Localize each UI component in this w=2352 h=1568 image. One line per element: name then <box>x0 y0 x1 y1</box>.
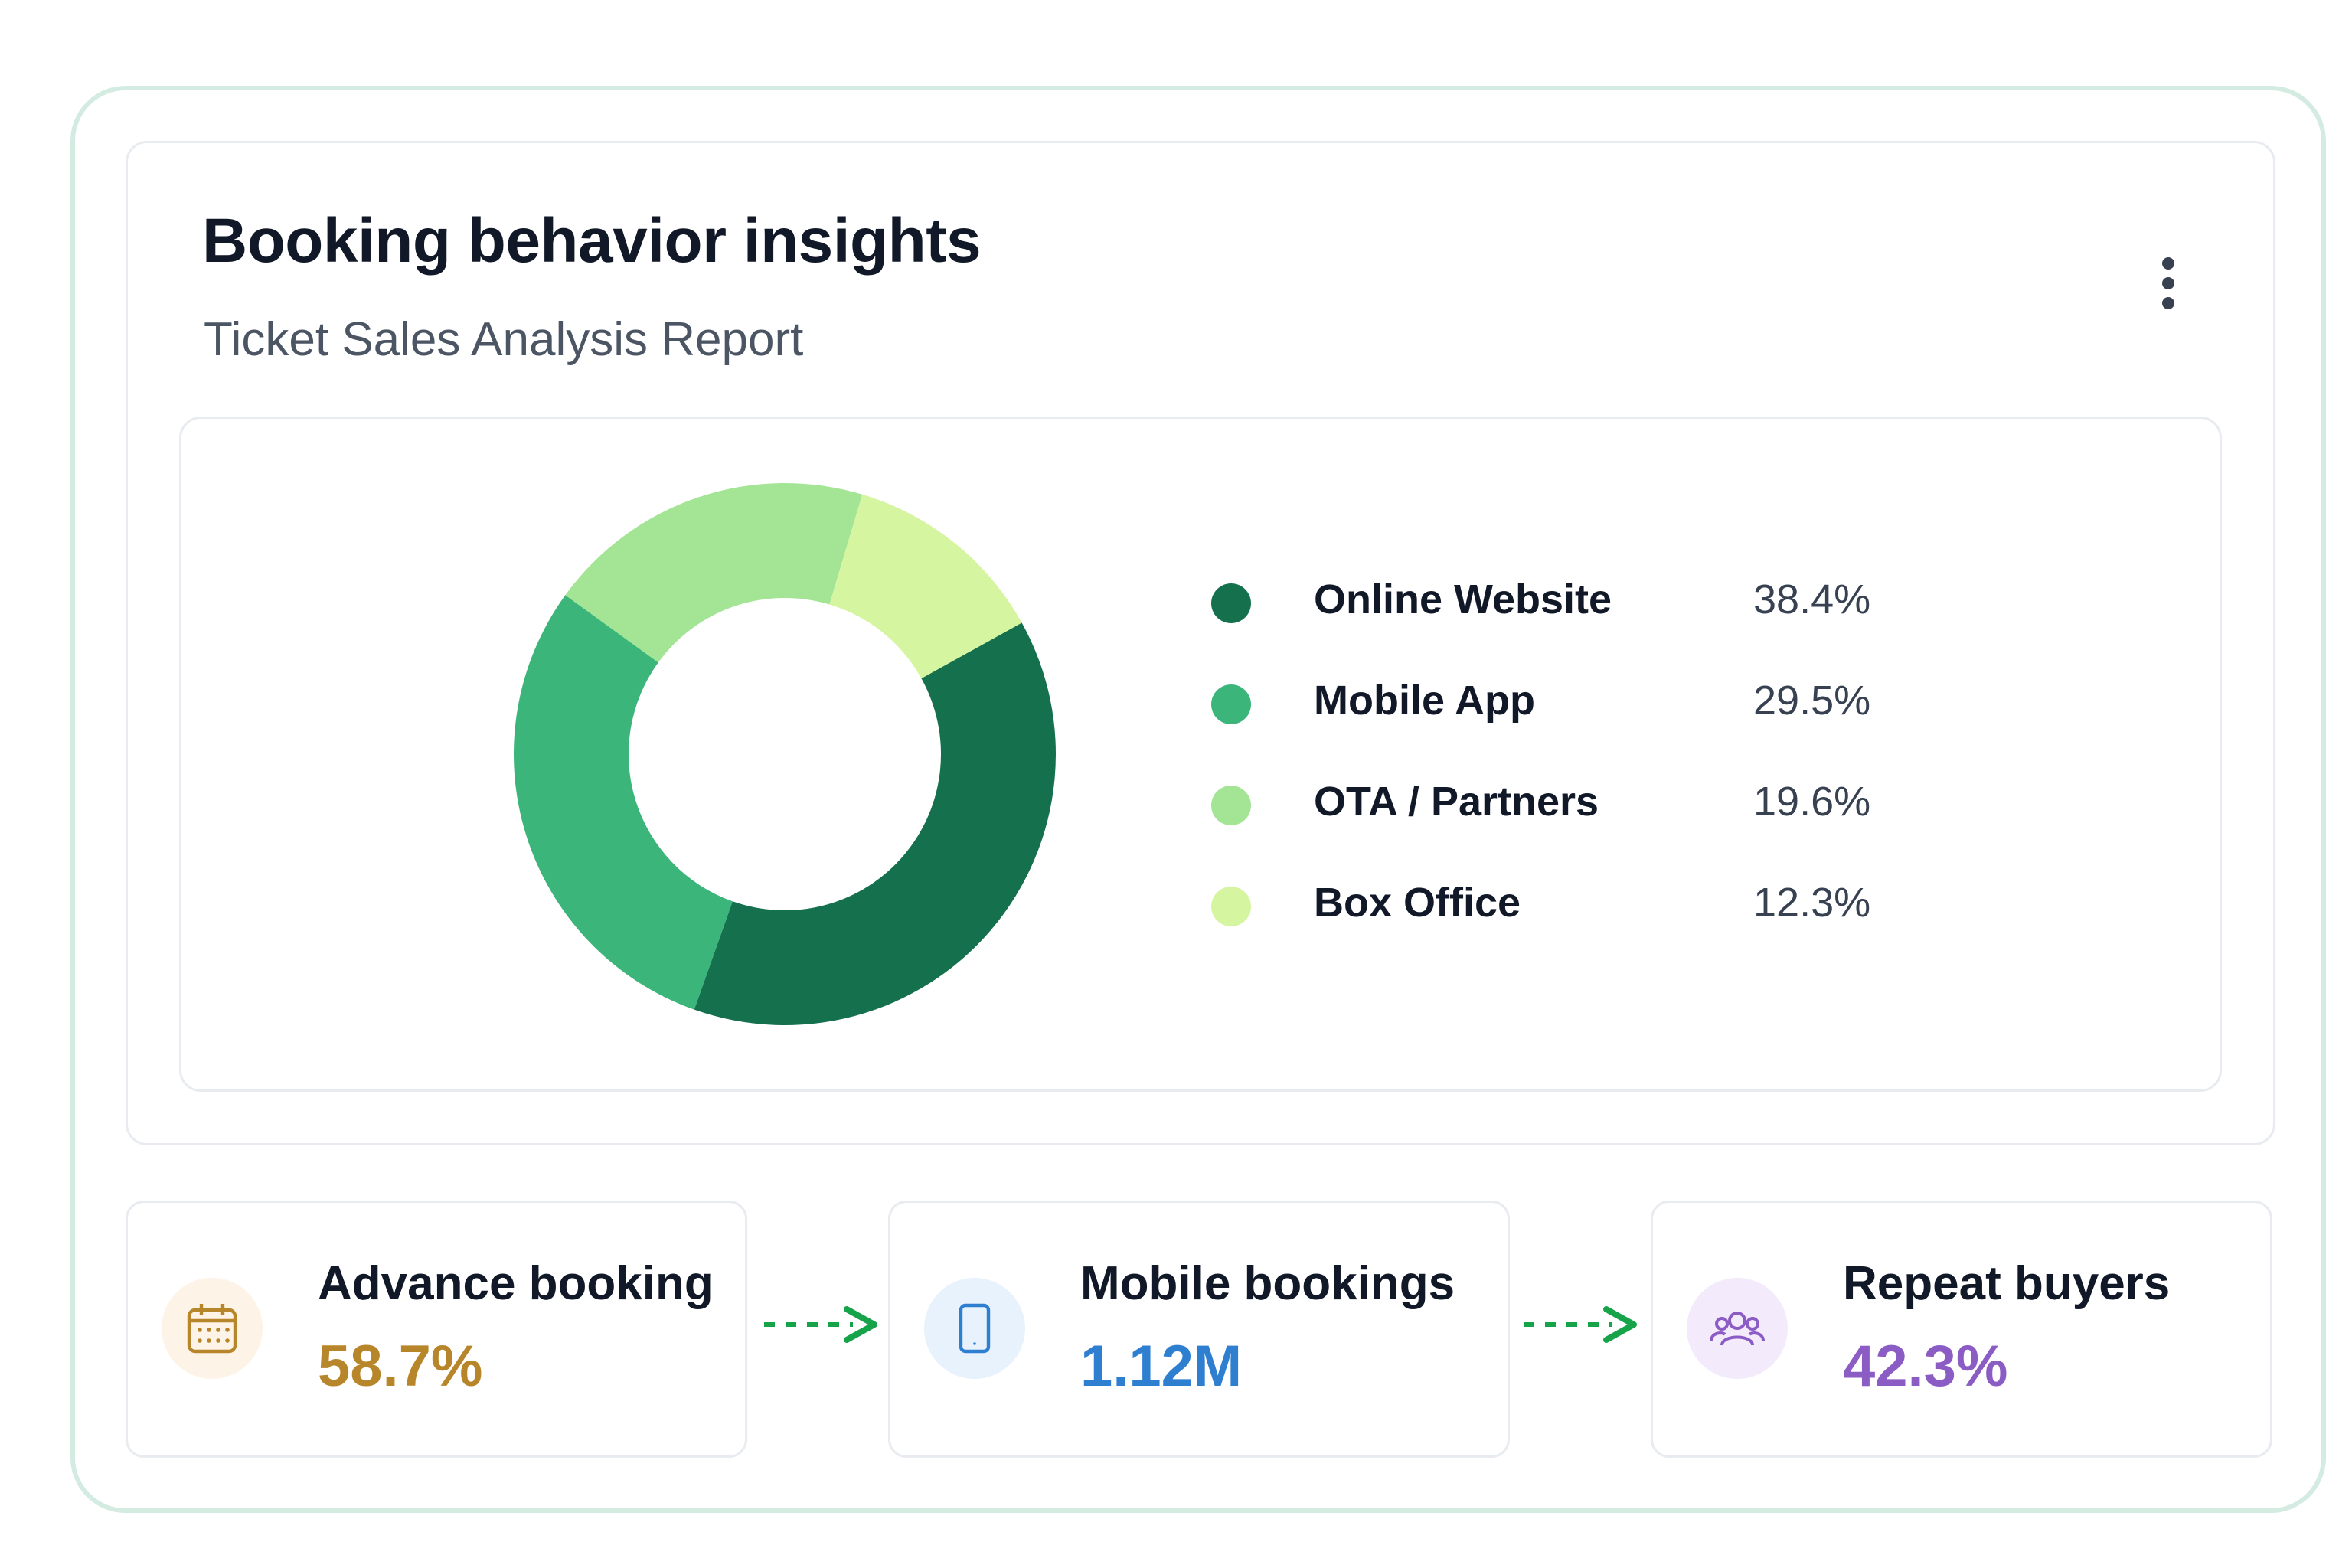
more-vertical-icon-dot <box>2162 277 2174 289</box>
stat-card-repeat-buyers: Repeat buyers 42.3% <box>1651 1200 2272 1458</box>
users-icon <box>1687 1278 1788 1379</box>
tablet-icon <box>924 1278 1025 1379</box>
calendar-icon <box>162 1278 263 1379</box>
chart-panel <box>179 416 2222 1092</box>
legend-label: Mobile App <box>1314 678 1535 724</box>
legend-value: 19.6% <box>1753 779 1871 825</box>
legend-swatch <box>1211 583 1251 623</box>
donut-slice-online-website <box>694 622 1056 1025</box>
legend-value: 29.5% <box>1753 678 1871 724</box>
card-subtitle: Ticket Sales Analysis Report <box>204 313 804 366</box>
donut-slice-box-office <box>829 494 1022 679</box>
stat-value: 1.12M <box>1080 1334 1243 1399</box>
legend-swatch <box>1211 887 1251 926</box>
donut-chart <box>514 483 1056 1025</box>
more-vertical-icon <box>2162 257 2174 270</box>
stat-card-mobile-bookings: Mobile bookings 1.12M <box>888 1200 1510 1458</box>
stat-card-advance-booking: Advance booking 58.7% <box>126 1200 747 1458</box>
card-title: Booking behavior insights <box>202 206 982 276</box>
stat-value: 58.7% <box>318 1334 483 1399</box>
donut-slice-ota-partners <box>565 483 863 663</box>
stat-value: 42.3% <box>1843 1334 2008 1399</box>
legend-value: 12.3% <box>1753 880 1871 926</box>
legend-swatch <box>1211 684 1251 724</box>
legend-label: Box Office <box>1314 880 1521 926</box>
stat-label: Repeat buyers <box>1843 1257 2171 1310</box>
stat-label: Mobile bookings <box>1080 1257 1455 1310</box>
legend-swatch <box>1211 786 1251 825</box>
arrow-right-icon <box>1524 1306 1637 1343</box>
legend-label: OTA / Partners <box>1314 779 1599 825</box>
donut-slice-mobile-app <box>514 595 733 1010</box>
legend-label: Online Website <box>1314 577 1612 622</box>
arrow-right-icon <box>764 1306 877 1343</box>
legend-value: 38.4% <box>1753 577 1871 622</box>
more-options-button[interactable] <box>2144 245 2193 322</box>
stat-label: Advance booking <box>318 1257 714 1310</box>
more-vertical-icon-dot <box>2162 297 2174 309</box>
